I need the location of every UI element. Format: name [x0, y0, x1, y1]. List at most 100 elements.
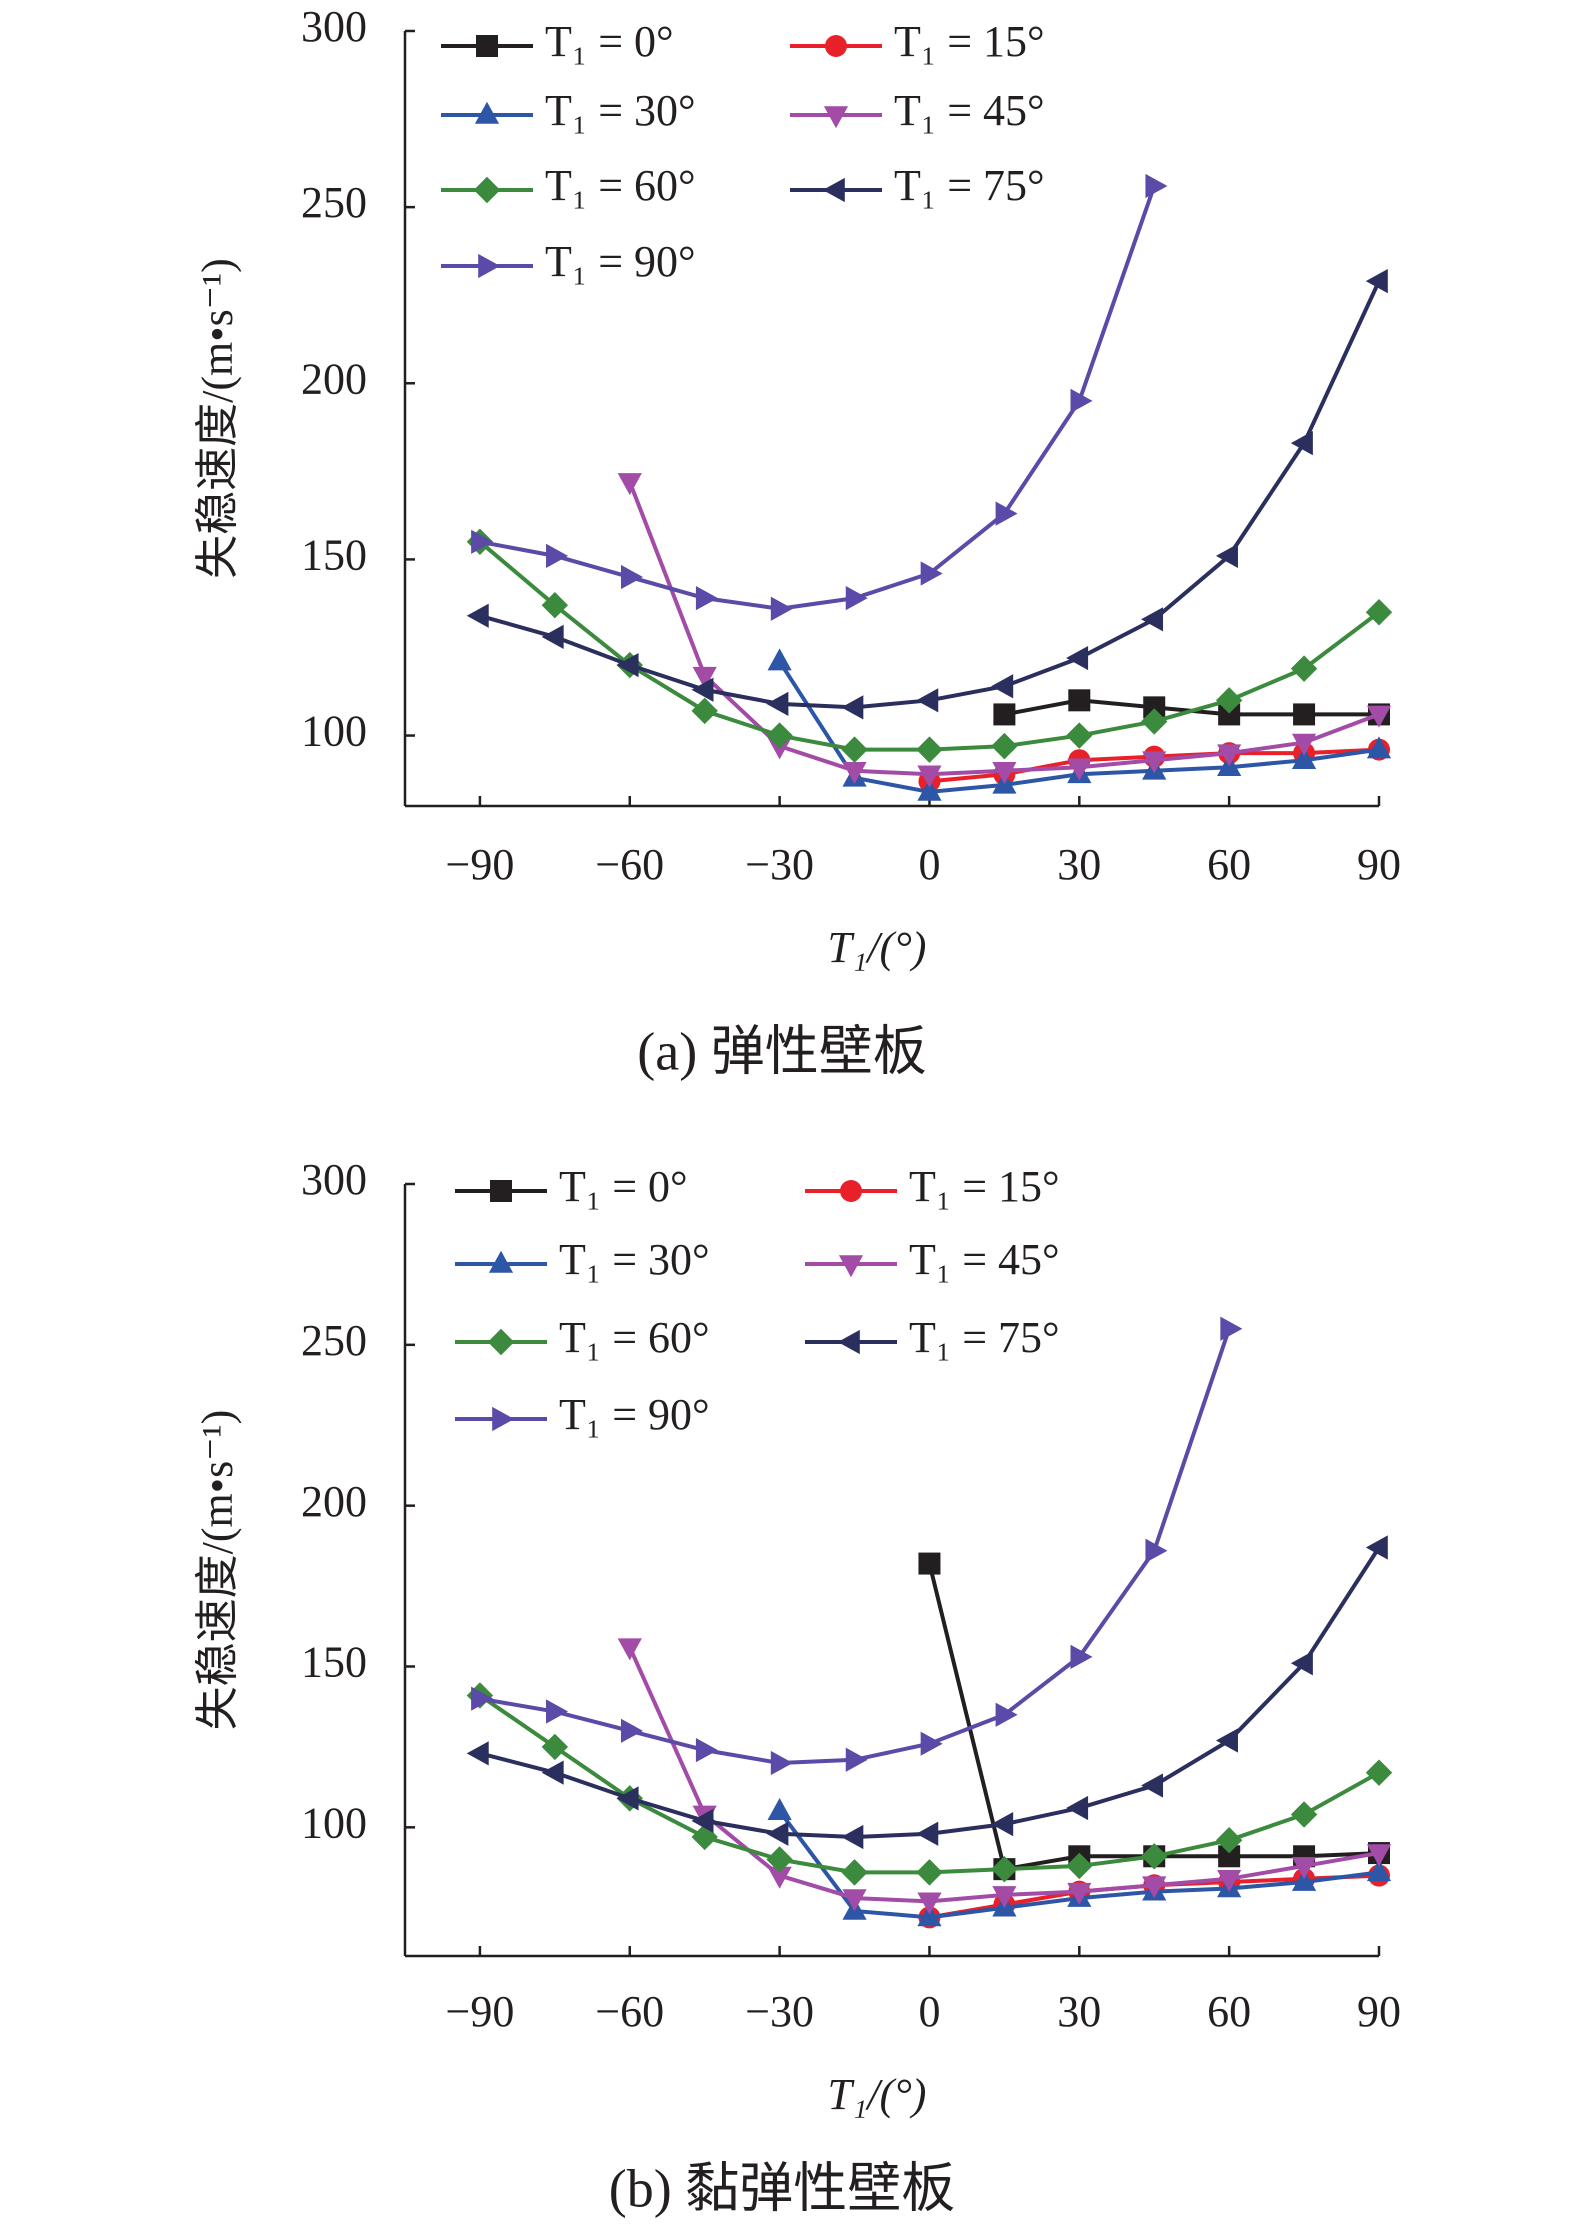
data-point: [916, 1821, 939, 1846]
data-point: [1145, 173, 1168, 199]
data-point: [1365, 599, 1393, 626]
data-point: [1220, 1316, 1243, 1341]
legend-marker: [488, 1250, 514, 1273]
data-point: [616, 1786, 639, 1811]
y-tick-label: 250: [301, 178, 367, 227]
legend-label: T₁ = 90°: [559, 1390, 710, 1439]
legend-marker: [822, 177, 845, 203]
legend-label: T₁ = 0°: [559, 1162, 688, 1211]
legend-marker: [492, 1406, 515, 1432]
data-point: [1217, 1870, 1242, 1892]
data-point: [1142, 751, 1167, 774]
data-point: [1366, 736, 1392, 759]
y-tick-label: 100: [301, 1798, 367, 1847]
data-point: [1366, 705, 1392, 728]
series-line: [479, 1546, 1381, 1839]
caption: (b) 黏弹性壁板: [609, 2158, 955, 2218]
y-tick-label: 100: [301, 707, 367, 756]
y-tick-label: 250: [301, 1316, 367, 1365]
data-point: [541, 592, 569, 619]
data-point: [541, 1760, 564, 1785]
x-tick-label: 90: [1357, 1987, 1401, 2036]
data-point: [991, 1812, 1014, 1837]
data-point: [992, 1886, 1017, 1909]
x-tick-label: −90: [446, 1987, 515, 2036]
legend-marker: [840, 1180, 862, 1202]
data-point: [541, 624, 564, 650]
legend-marker: [474, 101, 500, 124]
series-line: [478, 1693, 1380, 1875]
legend-marker: [487, 1328, 515, 1356]
data-point: [1293, 703, 1316, 726]
legend-label: T₁ = 30°: [545, 86, 696, 135]
legend-label: T₁ = 75°: [909, 1313, 1060, 1362]
series-line: [627, 481, 1380, 777]
data-point: [916, 688, 939, 713]
data-point: [917, 1892, 942, 1915]
data-point: [842, 761, 867, 784]
data-point: [841, 1824, 864, 1850]
data-point: [1290, 1801, 1318, 1828]
data-point: [770, 1750, 793, 1776]
data-point: [1290, 431, 1313, 456]
data-point: [1066, 645, 1089, 671]
data-point: [841, 1859, 868, 1886]
legend-marker: [476, 35, 498, 57]
data-point: [546, 1699, 569, 1724]
data-point: [992, 761, 1017, 784]
data-point: [691, 677, 714, 702]
data-point: [1066, 1852, 1093, 1880]
data-point: [1215, 543, 1238, 568]
data-point: [1141, 708, 1168, 735]
data-point: [1215, 1728, 1238, 1753]
x-axis-title: T₁/(°): [828, 2070, 927, 2119]
data-point: [1142, 1876, 1167, 1899]
data-point: [695, 586, 718, 611]
legend-label: T₁ = 15°: [909, 1162, 1060, 1211]
legend-marker: [473, 176, 501, 204]
data-point: [770, 596, 793, 621]
data-point: [617, 473, 642, 496]
legend-marker: [838, 1255, 864, 1278]
data-point: [471, 529, 494, 554]
data-point: [541, 1733, 569, 1761]
y-axis-title: 失稳速度/(m•s⁻¹): [193, 258, 242, 579]
data-point: [767, 1866, 792, 1889]
legend-label: T₁ = 60°: [545, 161, 696, 210]
data-point: [1290, 1651, 1313, 1676]
data-point: [920, 1731, 943, 1756]
x-tick-label: 60: [1207, 840, 1251, 889]
data-point: [995, 501, 1018, 526]
data-point: [466, 603, 489, 628]
legend-label: T₁ = 90°: [545, 237, 696, 286]
data-point: [1365, 1535, 1388, 1560]
x-tick-label: −60: [595, 840, 664, 889]
data-point: [991, 674, 1014, 699]
data-point: [1066, 1795, 1089, 1821]
data-point: [1366, 1844, 1392, 1867]
data-point: [991, 1855, 1018, 1883]
data-point: [616, 652, 639, 678]
data-point: [920, 561, 943, 586]
data-point: [1145, 1538, 1168, 1563]
x-axis-title: T₁/(°): [828, 923, 927, 972]
y-tick-label: 150: [301, 1638, 367, 1687]
data-point: [1291, 733, 1317, 756]
data-point: [1215, 1827, 1243, 1854]
data-point: [620, 1718, 643, 1743]
data-point: [917, 778, 942, 801]
legend-label: T₁ = 15°: [894, 17, 1045, 66]
legend-marker: [825, 35, 847, 57]
caption: (a) 弹性壁板: [637, 1021, 926, 1081]
data-point: [845, 586, 868, 611]
data-point: [1070, 388, 1093, 413]
data-point: [1143, 696, 1166, 719]
y-tick-label: 200: [301, 354, 367, 403]
legend-label: T₁ = 45°: [894, 86, 1045, 135]
data-point: [466, 1741, 489, 1766]
data-point: [1290, 655, 1318, 682]
x-tick-label: −30: [745, 1987, 814, 2036]
data-point: [1291, 1868, 1317, 1891]
data-point: [995, 1702, 1018, 1727]
legend-label: T₁ = 45°: [909, 1235, 1060, 1284]
